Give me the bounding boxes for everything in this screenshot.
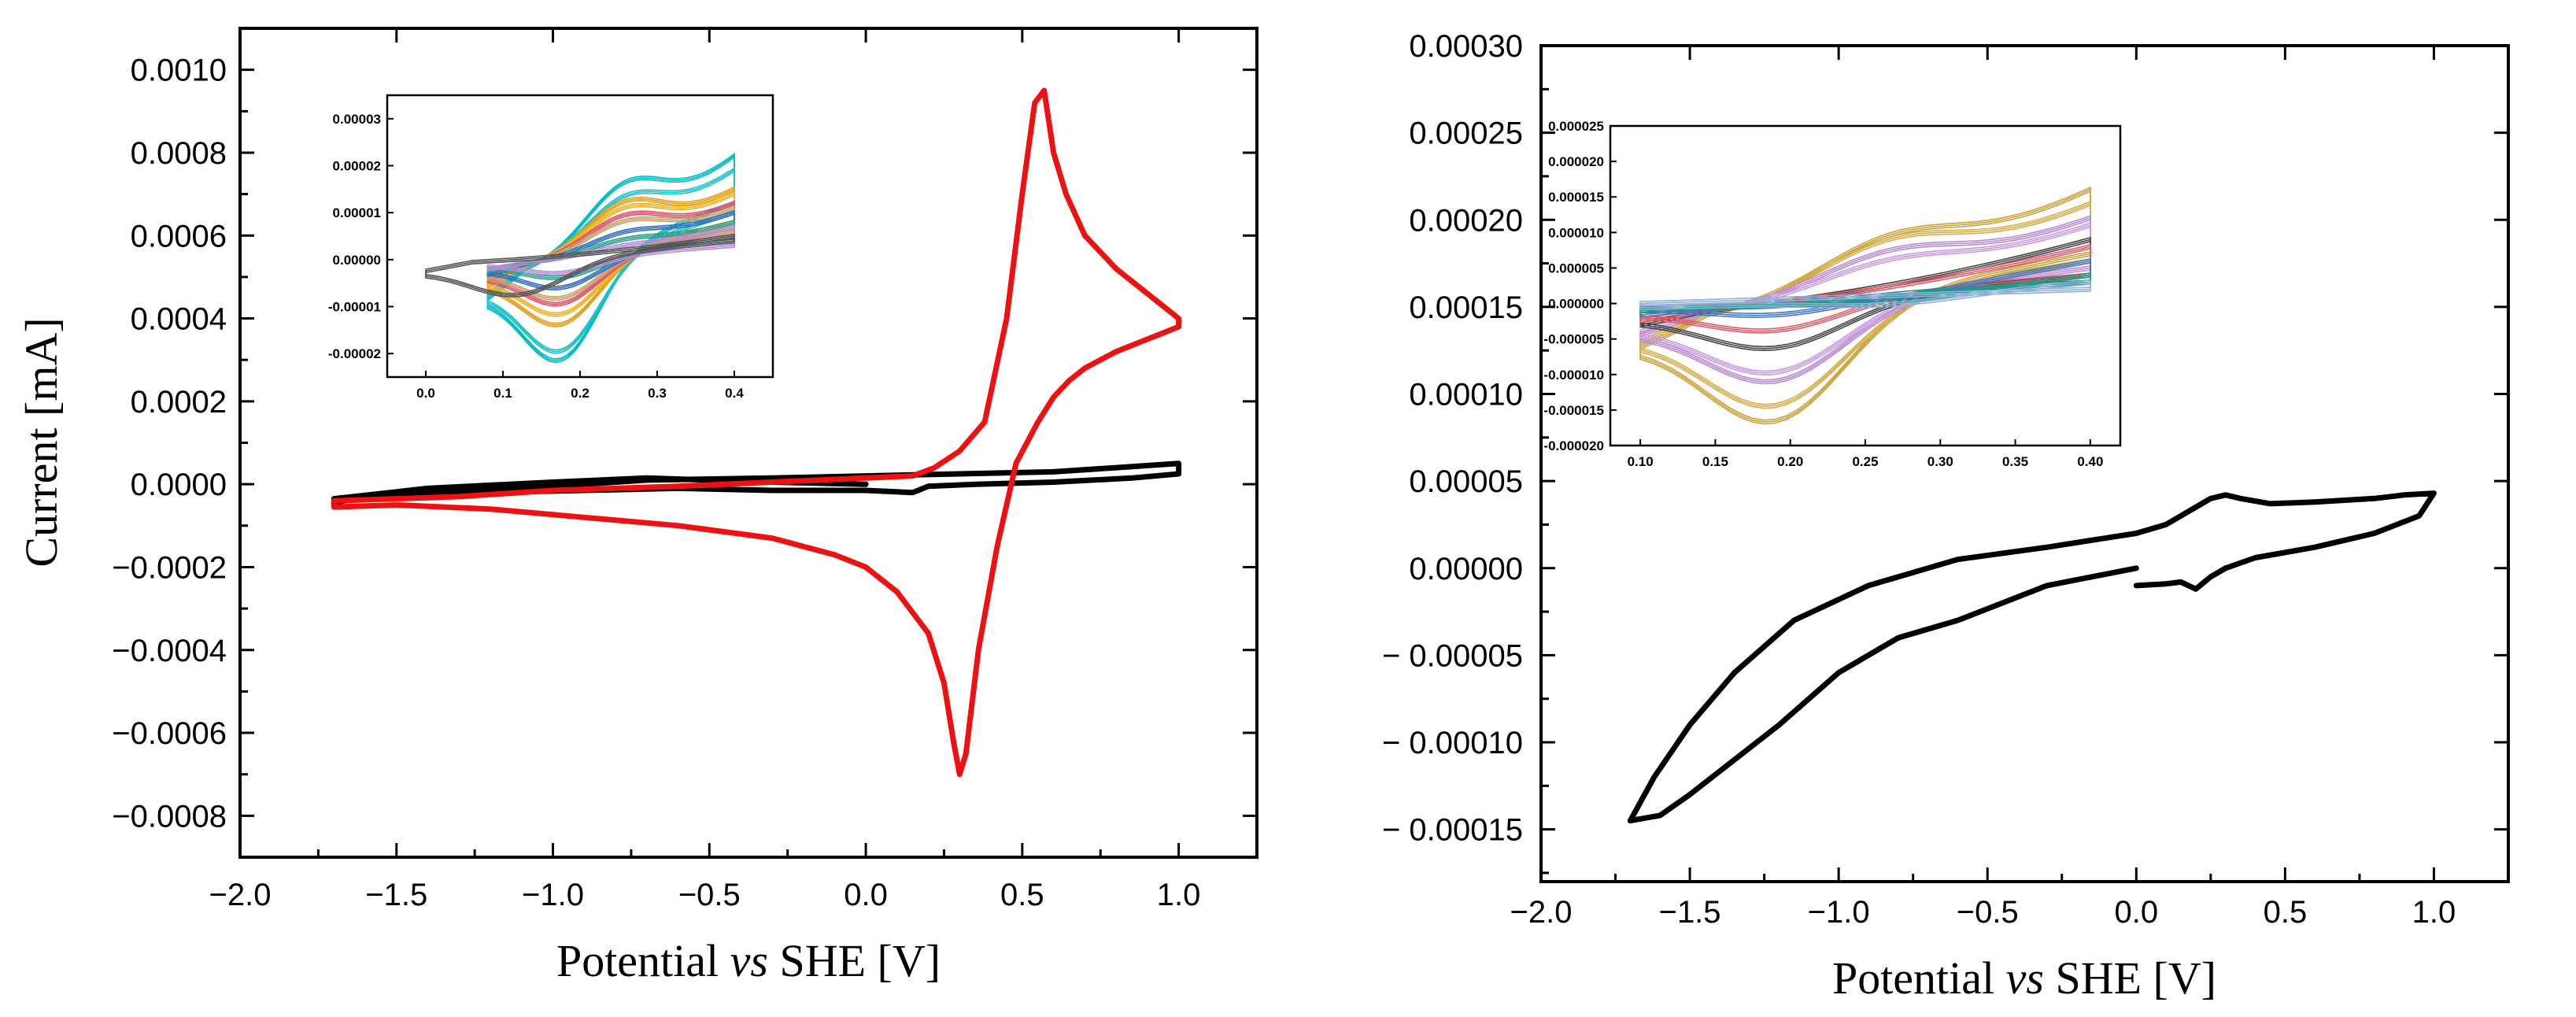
left-chart: −2.0 −1.5 −1.0 −0.5 0.0 0.5 1.0 0.0010 0.0008 0.0… — [16, 27, 1258, 986]
series-line-1 — [331, 460, 1182, 506]
right-chart: −2.0 −1.5 −1.0 −0.5 0.0 0.5 1.0 0.00030 0.00025 0… — [1382, 29, 2510, 1004]
inset-x-tick-label: 0.1 — [493, 386, 512, 401]
inset-x-tick-label: 0.35 — [2002, 454, 2028, 469]
inset-frame — [1609, 124, 2122, 447]
inset-y-tick-label: -0.00002 — [328, 346, 381, 361]
y-tick-label: 0.00010 — [1409, 378, 1523, 412]
inset-x-tick-label: 0.40 — [2077, 454, 2103, 469]
inset-y-tick-label: -0.000015 — [1543, 403, 1604, 418]
x-tick-label: −1.0 — [1808, 895, 1870, 930]
inset-x-tick-label: 0.3 — [648, 386, 667, 401]
inset-y-tick-label: 0.00000 — [333, 253, 381, 268]
inset-y-tick-label: 0.000005 — [1548, 261, 1604, 276]
x-tick-label: −0.5 — [1957, 895, 2019, 930]
y-tick-label: 0.0002 — [131, 385, 227, 420]
y-tick-label: 0.0004 — [131, 302, 227, 337]
inset-series-10 — [425, 237, 735, 298]
x-tick-label: −1.5 — [1659, 895, 1721, 930]
x-tick-label: −0.5 — [678, 878, 741, 912]
inset-y-tick-label: 0.000015 — [1548, 190, 1604, 205]
inset-y-tick-label: -0.000010 — [1543, 368, 1604, 383]
right-inset: 0.10 0.15 0.20 0.25 0.30 0.35 0.40 0.000025 0.00… — [1543, 119, 2122, 469]
inset-x-tick-label: 0.20 — [1777, 454, 1803, 469]
left-inset: 0.0 0.1 0.2 0.3 0.4 0.00003 0.00002 0.00001 0.00… — [328, 94, 774, 401]
inset-series-10 — [425, 233, 735, 294]
y-tick-label: 0.0008 — [131, 136, 227, 171]
series-line-1 — [1627, 490, 2437, 824]
y-tick-label: −0.0004 — [112, 634, 227, 668]
right-plot-lines — [1627, 490, 2437, 824]
inset-series-9 — [486, 225, 735, 274]
y-tick-label: −0.0002 — [112, 550, 227, 585]
y-tick-label: 0.00015 — [1409, 290, 1523, 325]
inset-x-tick-label: 0.4 — [725, 386, 744, 401]
inset-y-tick-label: 0.00003 — [333, 112, 381, 127]
y-tick-label: 0.00030 — [1409, 29, 1523, 64]
inset-x-tick-label: 0.0 — [416, 386, 435, 401]
x-tick-label: 0.0 — [844, 878, 888, 912]
inset-series-9 — [1639, 279, 2091, 307]
y-tick-label: −0.0008 — [112, 799, 227, 834]
inset-x-tick-label: 0.15 — [1702, 454, 1728, 469]
x-tick-label: −1.5 — [365, 878, 427, 912]
right-plot-frame — [1539, 44, 2510, 883]
inset-series-9 — [486, 224, 735, 272]
left-axis-ticks: −2.0 −1.5 −1.0 −0.5 0.0 0.5 1.0 0.0010 0.0008 0.0… — [112, 28, 1257, 912]
x-tick-label: −1.0 — [522, 878, 584, 912]
inset-x-tick-label: 0.25 — [1852, 454, 1878, 469]
inset-y-tick-label: 0.000020 — [1548, 154, 1604, 169]
y-tick-label: 0.00000 — [1409, 552, 1523, 586]
x-tick-label: 1.0 — [2412, 895, 2456, 930]
left-x-axis-title: Potential vs SHE [V] — [556, 935, 941, 986]
y-tick-label: 0.00005 — [1409, 464, 1523, 499]
inset-series-10 — [425, 235, 735, 296]
x-tick-label: 1.0 — [1157, 878, 1201, 912]
y-tick-label: 0.0006 — [131, 219, 227, 253]
inset-x-tick-label: 0.2 — [571, 386, 589, 401]
inset-y-tick-label: 0.000010 — [1548, 225, 1604, 240]
right-x-axis-title: Potential vs SHE [V] — [1832, 952, 2216, 1004]
y-tick-label: −0.0006 — [112, 716, 227, 751]
inset-series-9 — [486, 227, 735, 276]
inset-x-tick-label: 0.10 — [1628, 454, 1654, 469]
inset-y-tick-label: 0.00001 — [333, 205, 381, 220]
inset-y-tick-label: -0.000020 — [1543, 438, 1604, 453]
y-tick-label: 0.00025 — [1409, 116, 1523, 151]
x-tick-label: 0.0 — [2115, 895, 2159, 930]
inset-y-tick-label: 0.000000 — [1548, 297, 1604, 312]
y-tick-label: − 0.00015 — [1382, 813, 1523, 848]
left-plot-lines — [331, 87, 1182, 778]
y-tick-label: 0.0000 — [131, 468, 227, 502]
y-tick-label: 0.0010 — [131, 54, 227, 88]
inset-y-tick-label: -0.000005 — [1543, 332, 1604, 347]
y-tick-label: − 0.00005 — [1382, 638, 1523, 673]
x-tick-label: −2.0 — [209, 878, 272, 912]
x-tick-label: −2.0 — [1510, 895, 1573, 930]
inset-y-tick-label: -0.00001 — [328, 300, 381, 315]
x-tick-label: 0.5 — [1000, 878, 1044, 912]
inset-y-tick-label: 0.000025 — [1548, 119, 1604, 134]
y-tick-label: − 0.00010 — [1382, 726, 1523, 760]
y-tick-label: 0.00020 — [1409, 203, 1523, 238]
inset-series-9 — [1639, 283, 2091, 311]
x-tick-label: 0.5 — [2264, 895, 2308, 930]
inset-series-9 — [1639, 281, 2091, 309]
right-axis-ticks: −2.0 −1.5 −1.0 −0.5 0.0 0.5 1.0 0.00030 0.00025 0… — [1382, 29, 2508, 930]
inset-y-tick-label: 0.00002 — [333, 159, 381, 174]
inset-x-tick-label: 0.30 — [1927, 454, 1953, 469]
left-y-axis-title: Current [mA] — [16, 317, 67, 567]
series-line-2 — [331, 87, 1182, 778]
